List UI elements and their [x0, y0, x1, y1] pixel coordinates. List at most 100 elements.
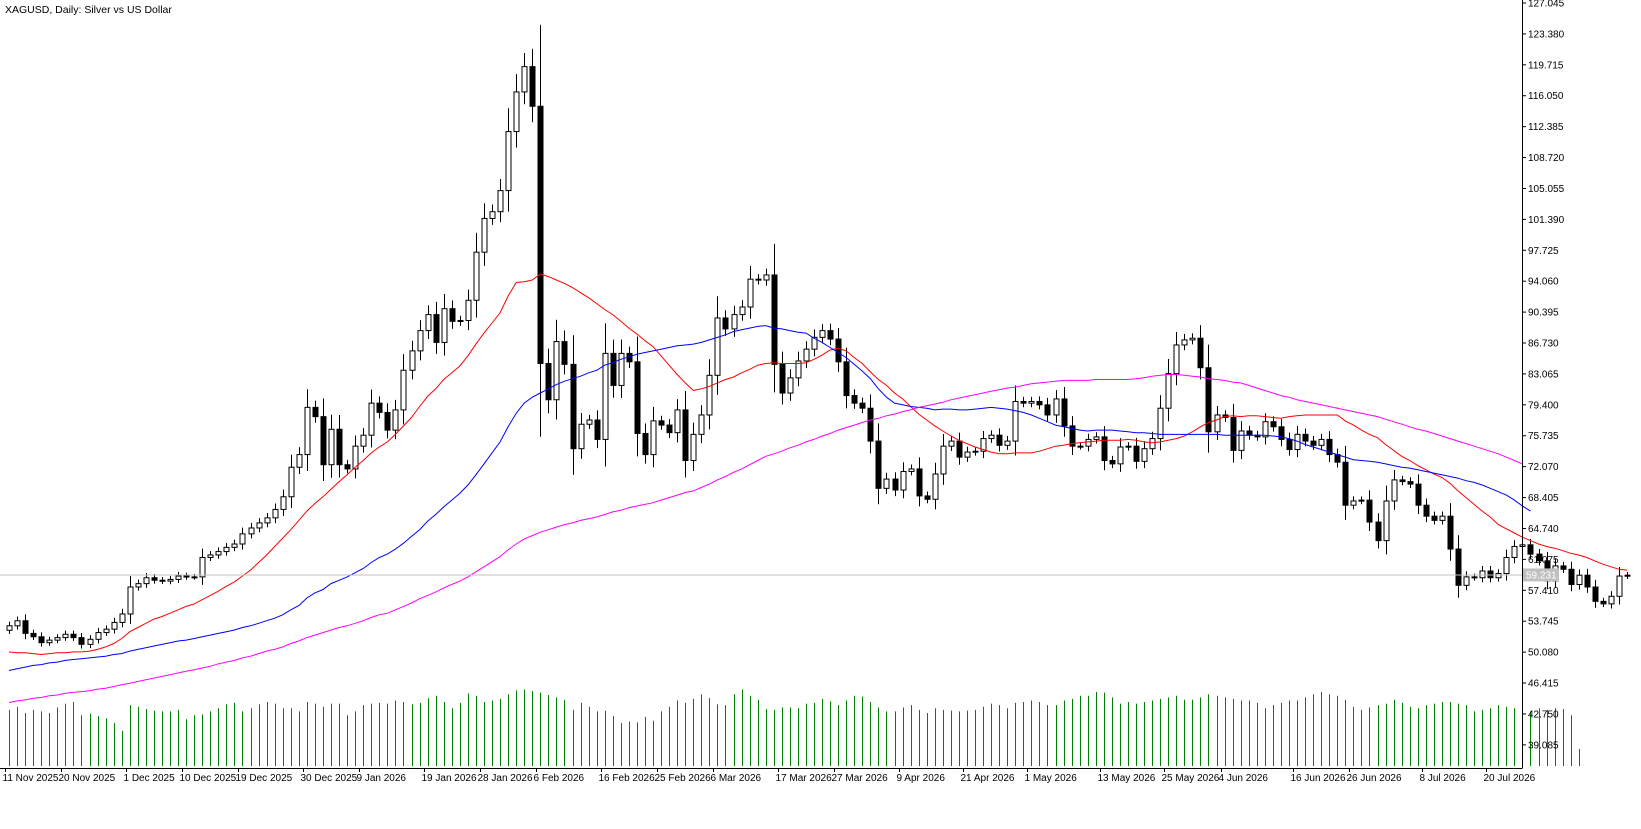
candle-body [14, 620, 21, 627]
candle-body [1455, 548, 1462, 586]
candle-body [360, 434, 367, 447]
candle-body [553, 341, 560, 401]
candle-body [763, 274, 770, 281]
candle-body [521, 66, 528, 93]
candle-body [473, 251, 480, 301]
candle [103, 625, 110, 636]
candle-body [1383, 500, 1390, 542]
candle-body [529, 66, 536, 107]
candle [1350, 496, 1357, 510]
candle-body [1407, 481, 1414, 485]
price-axis[interactable]: 127.045 123.380 119.715 116.050 112.385 108.7… [1522, 0, 1565, 751]
price-tick-label: 97.725 [1528, 246, 1559, 257]
candle-body [223, 546, 230, 553]
candle-body [545, 363, 552, 401]
candle-body [288, 466, 295, 498]
candle-body [892, 478, 899, 491]
candle [1125, 442, 1132, 451]
candle-body [87, 638, 94, 645]
candle-body [1020, 400, 1027, 404]
candle-body [867, 407, 874, 442]
candle-body [1536, 553, 1543, 562]
candle [747, 266, 754, 319]
candle [497, 178, 504, 223]
candle-body [1616, 575, 1623, 597]
candle [521, 52, 528, 105]
candle [1173, 331, 1180, 386]
candle [650, 406, 657, 468]
candle [835, 327, 842, 372]
candle [6, 621, 13, 634]
price-tick-label: 75.735 [1528, 431, 1559, 442]
candle-body [256, 522, 263, 529]
candle [288, 454, 295, 509]
candle [304, 389, 311, 471]
candle-body [924, 495, 931, 500]
candle-body [1036, 400, 1043, 406]
candle [223, 542, 230, 556]
candle [956, 432, 963, 465]
candle [1012, 385, 1019, 456]
candle [1423, 498, 1430, 523]
candle-body [1069, 425, 1076, 447]
candle-body [714, 317, 721, 376]
candle-body [819, 330, 826, 338]
candle [1415, 474, 1422, 514]
candle [1286, 432, 1293, 456]
candle [940, 434, 947, 485]
candle [1189, 333, 1196, 345]
candle [1133, 437, 1140, 469]
price-tick-label: 53.745 [1528, 617, 1559, 628]
candle-body [1214, 414, 1221, 433]
candle [296, 447, 303, 475]
candle-body [964, 451, 971, 458]
candle-body [771, 274, 778, 365]
candle-body [1415, 483, 1422, 506]
candle [344, 459, 351, 474]
candle-body [280, 496, 287, 510]
price-tick-label: 127.045 [1528, 0, 1565, 10]
candle [1020, 396, 1027, 408]
candle-body [1173, 344, 1180, 375]
volume-bars [9, 689, 1580, 766]
candle-body [425, 314, 432, 332]
candle [819, 324, 826, 344]
candle-body [400, 369, 407, 411]
candle-body [1503, 556, 1510, 575]
candle-body [6, 625, 13, 631]
candle-body [956, 440, 963, 458]
candle-body [159, 579, 166, 582]
candle-body [1141, 448, 1148, 462]
candle-body [932, 473, 939, 500]
candle [1375, 513, 1382, 549]
candle [1061, 386, 1068, 437]
candle [465, 289, 472, 331]
candle [167, 575, 174, 585]
candle-body [352, 445, 359, 470]
candle [1527, 538, 1534, 560]
candle [561, 330, 568, 375]
time-axis[interactable]: 11 Nov 2025 20 Nov 2025 1 Dec 2025 10 Dec 2… [3, 768, 1536, 784]
candle [215, 547, 222, 559]
candle [280, 489, 287, 516]
candle-body [1511, 546, 1518, 558]
candle [481, 203, 488, 266]
candle [1044, 397, 1051, 422]
candle-body [344, 464, 351, 470]
candle-body [1181, 339, 1188, 346]
candle [1616, 566, 1623, 605]
candle [1085, 433, 1092, 452]
price-marker: 59.231 [1523, 568, 1559, 582]
candle [505, 108, 512, 212]
candle-body [1093, 436, 1100, 440]
time-tick-label: 25 Feb 2026 [655, 773, 712, 784]
candle [698, 405, 705, 444]
candle-body [722, 317, 729, 330]
time-tick-label: 9 Apr 2026 [897, 773, 946, 784]
candle-body [779, 363, 786, 394]
time-tick-label: 13 May 2026 [1098, 773, 1156, 784]
candle [803, 341, 810, 369]
candle-body [610, 352, 617, 386]
